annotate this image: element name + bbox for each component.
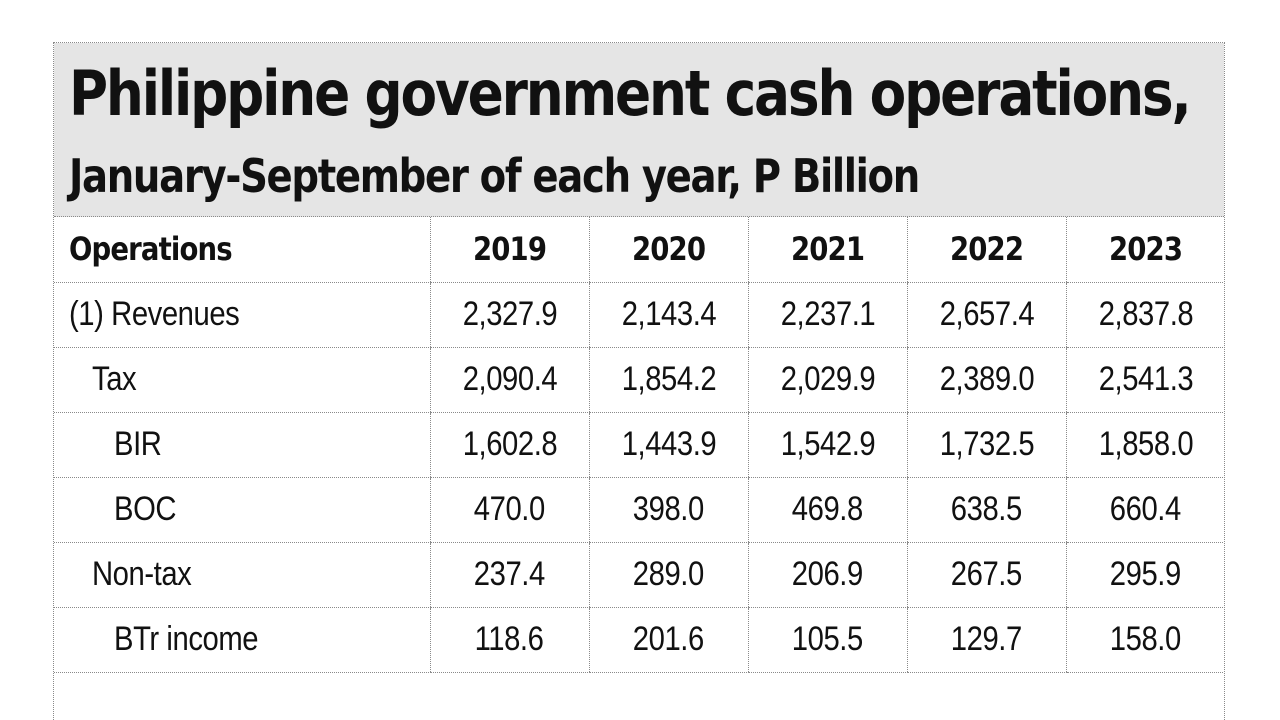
cell-value: 2,837.8 — [1065, 282, 1224, 348]
row-label: Non-tax — [54, 542, 430, 608]
table-row: BOC 470.0 398.0 469.8 638.5 660.4 — [54, 477, 1224, 543]
cell-value: 129.7 — [906, 607, 1066, 673]
cell-value: 1,602.8 — [429, 412, 589, 478]
table-body: (1) Revenues 2,327.9 2,143.4 2,237.1 2,657.4… — [54, 282, 1224, 673]
cell-value: 1,443.9 — [588, 412, 748, 478]
cell-value: 118.6 — [429, 607, 589, 673]
cell-value: 237.4 — [429, 542, 589, 608]
cell-value: 638.5 — [906, 477, 1066, 543]
table-frame: Philippine government cash operations, J… — [53, 42, 1225, 720]
row-label: BOC — [54, 477, 430, 543]
table-row: BIR 1,602.8 1,443.9 1,542.9 1,732.5 1,858.0 — [54, 412, 1224, 478]
cell-value: 398.0 — [588, 477, 748, 543]
cell-value: 201.6 — [588, 607, 748, 673]
cell-value: 469.8 — [747, 477, 907, 543]
cell-value: 1,858.0 — [1065, 412, 1224, 478]
cell-value: 105.5 — [747, 607, 907, 673]
cell-value: 295.9 — [1065, 542, 1224, 608]
cell-value: 470.0 — [429, 477, 589, 543]
chart-title: Philippine government cash operations, — [69, 57, 1192, 130]
table-row: Non-tax 237.4 289.0 206.9 267.5 295.9 — [54, 542, 1224, 608]
row-label: Tax — [54, 347, 430, 413]
row-label: (1) Revenues — [54, 282, 430, 348]
column-header-operations: Operations — [54, 217, 430, 283]
column-header-2023: 2023 — [1065, 217, 1224, 283]
cell-value: 2,389.0 — [906, 347, 1066, 413]
table-row: Tax 2,090.4 1,854.2 2,029.9 2,389.0 2,541.3 — [54, 347, 1224, 413]
column-header-2022: 2022 — [906, 217, 1066, 283]
cell-value: 158.0 — [1065, 607, 1224, 673]
column-header-2021: 2021 — [747, 217, 907, 283]
title-band: Philippine government cash operations, J… — [54, 43, 1224, 217]
cell-value: 2,090.4 — [429, 347, 589, 413]
row-label: BTr income — [54, 607, 430, 673]
cell-value: 1,732.5 — [906, 412, 1066, 478]
cell-value: 206.9 — [747, 542, 907, 608]
chart-subtitle: January-September of each year, P Billio… — [69, 149, 920, 203]
cell-value: 2,541.3 — [1065, 347, 1224, 413]
cell-value: 2,143.4 — [588, 282, 748, 348]
cell-value: 2,237.1 — [747, 282, 907, 348]
cell-value: 2,327.9 — [429, 282, 589, 348]
cell-value: 289.0 — [588, 542, 748, 608]
column-header-2019: 2019 — [429, 217, 589, 283]
cell-value: 2,029.9 — [747, 347, 907, 413]
cell-value: 1,542.9 — [747, 412, 907, 478]
cell-value: 660.4 — [1065, 477, 1224, 543]
table-row: BTr income 118.6 201.6 105.5 129.7 158.0 — [54, 607, 1224, 673]
cell-value: 267.5 — [906, 542, 1066, 608]
cash-operations-table: Operations 2019 2020 2021 2022 2023 (1) … — [54, 217, 1224, 673]
table-row: (1) Revenues 2,327.9 2,143.4 2,237.1 2,657.4… — [54, 282, 1224, 348]
cell-value: 2,657.4 — [906, 282, 1066, 348]
cell-value: 1,854.2 — [588, 347, 748, 413]
column-header-2020: 2020 — [588, 217, 748, 283]
row-label: BIR — [54, 412, 430, 478]
header-row: Operations 2019 2020 2021 2022 2023 — [54, 217, 1224, 283]
